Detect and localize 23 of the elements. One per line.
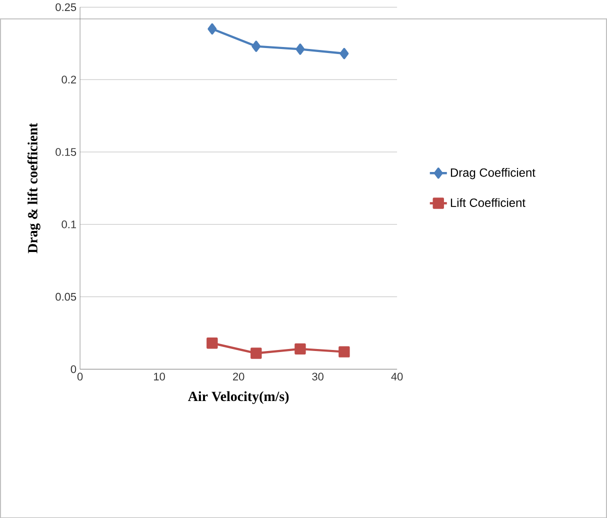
y-tick-label: 0.2	[62, 76, 76, 84]
point	[206, 337, 218, 349]
point	[340, 48, 349, 59]
y-tick-label: 0.05	[56, 292, 76, 301]
y-axis-title: Drag & lift coefficient	[27, 122, 40, 254]
legend-label: Drag Coefficient	[450, 168, 536, 180]
y-tick-label: 0	[70, 365, 76, 373]
point	[250, 347, 262, 359]
x-axis-title: Air Velocity(m/s)	[188, 391, 289, 404]
x-tick-label: 20	[233, 372, 244, 380]
point	[338, 346, 350, 358]
x-tick-label: 0	[77, 372, 83, 380]
point	[296, 43, 305, 55]
y-tick-label: 0.25	[56, 3, 76, 11]
x-tick-label: 40	[391, 372, 403, 380]
legend-label: Lift Coefficient	[450, 198, 526, 207]
y-tick-label: 0.15	[56, 148, 76, 156]
y-tick-label: 0.1	[62, 220, 76, 228]
x-tick-label: 10	[154, 372, 165, 380]
point	[294, 343, 306, 354]
x-tick-label: 30	[312, 372, 324, 380]
point	[208, 23, 217, 34]
point	[252, 40, 261, 52]
